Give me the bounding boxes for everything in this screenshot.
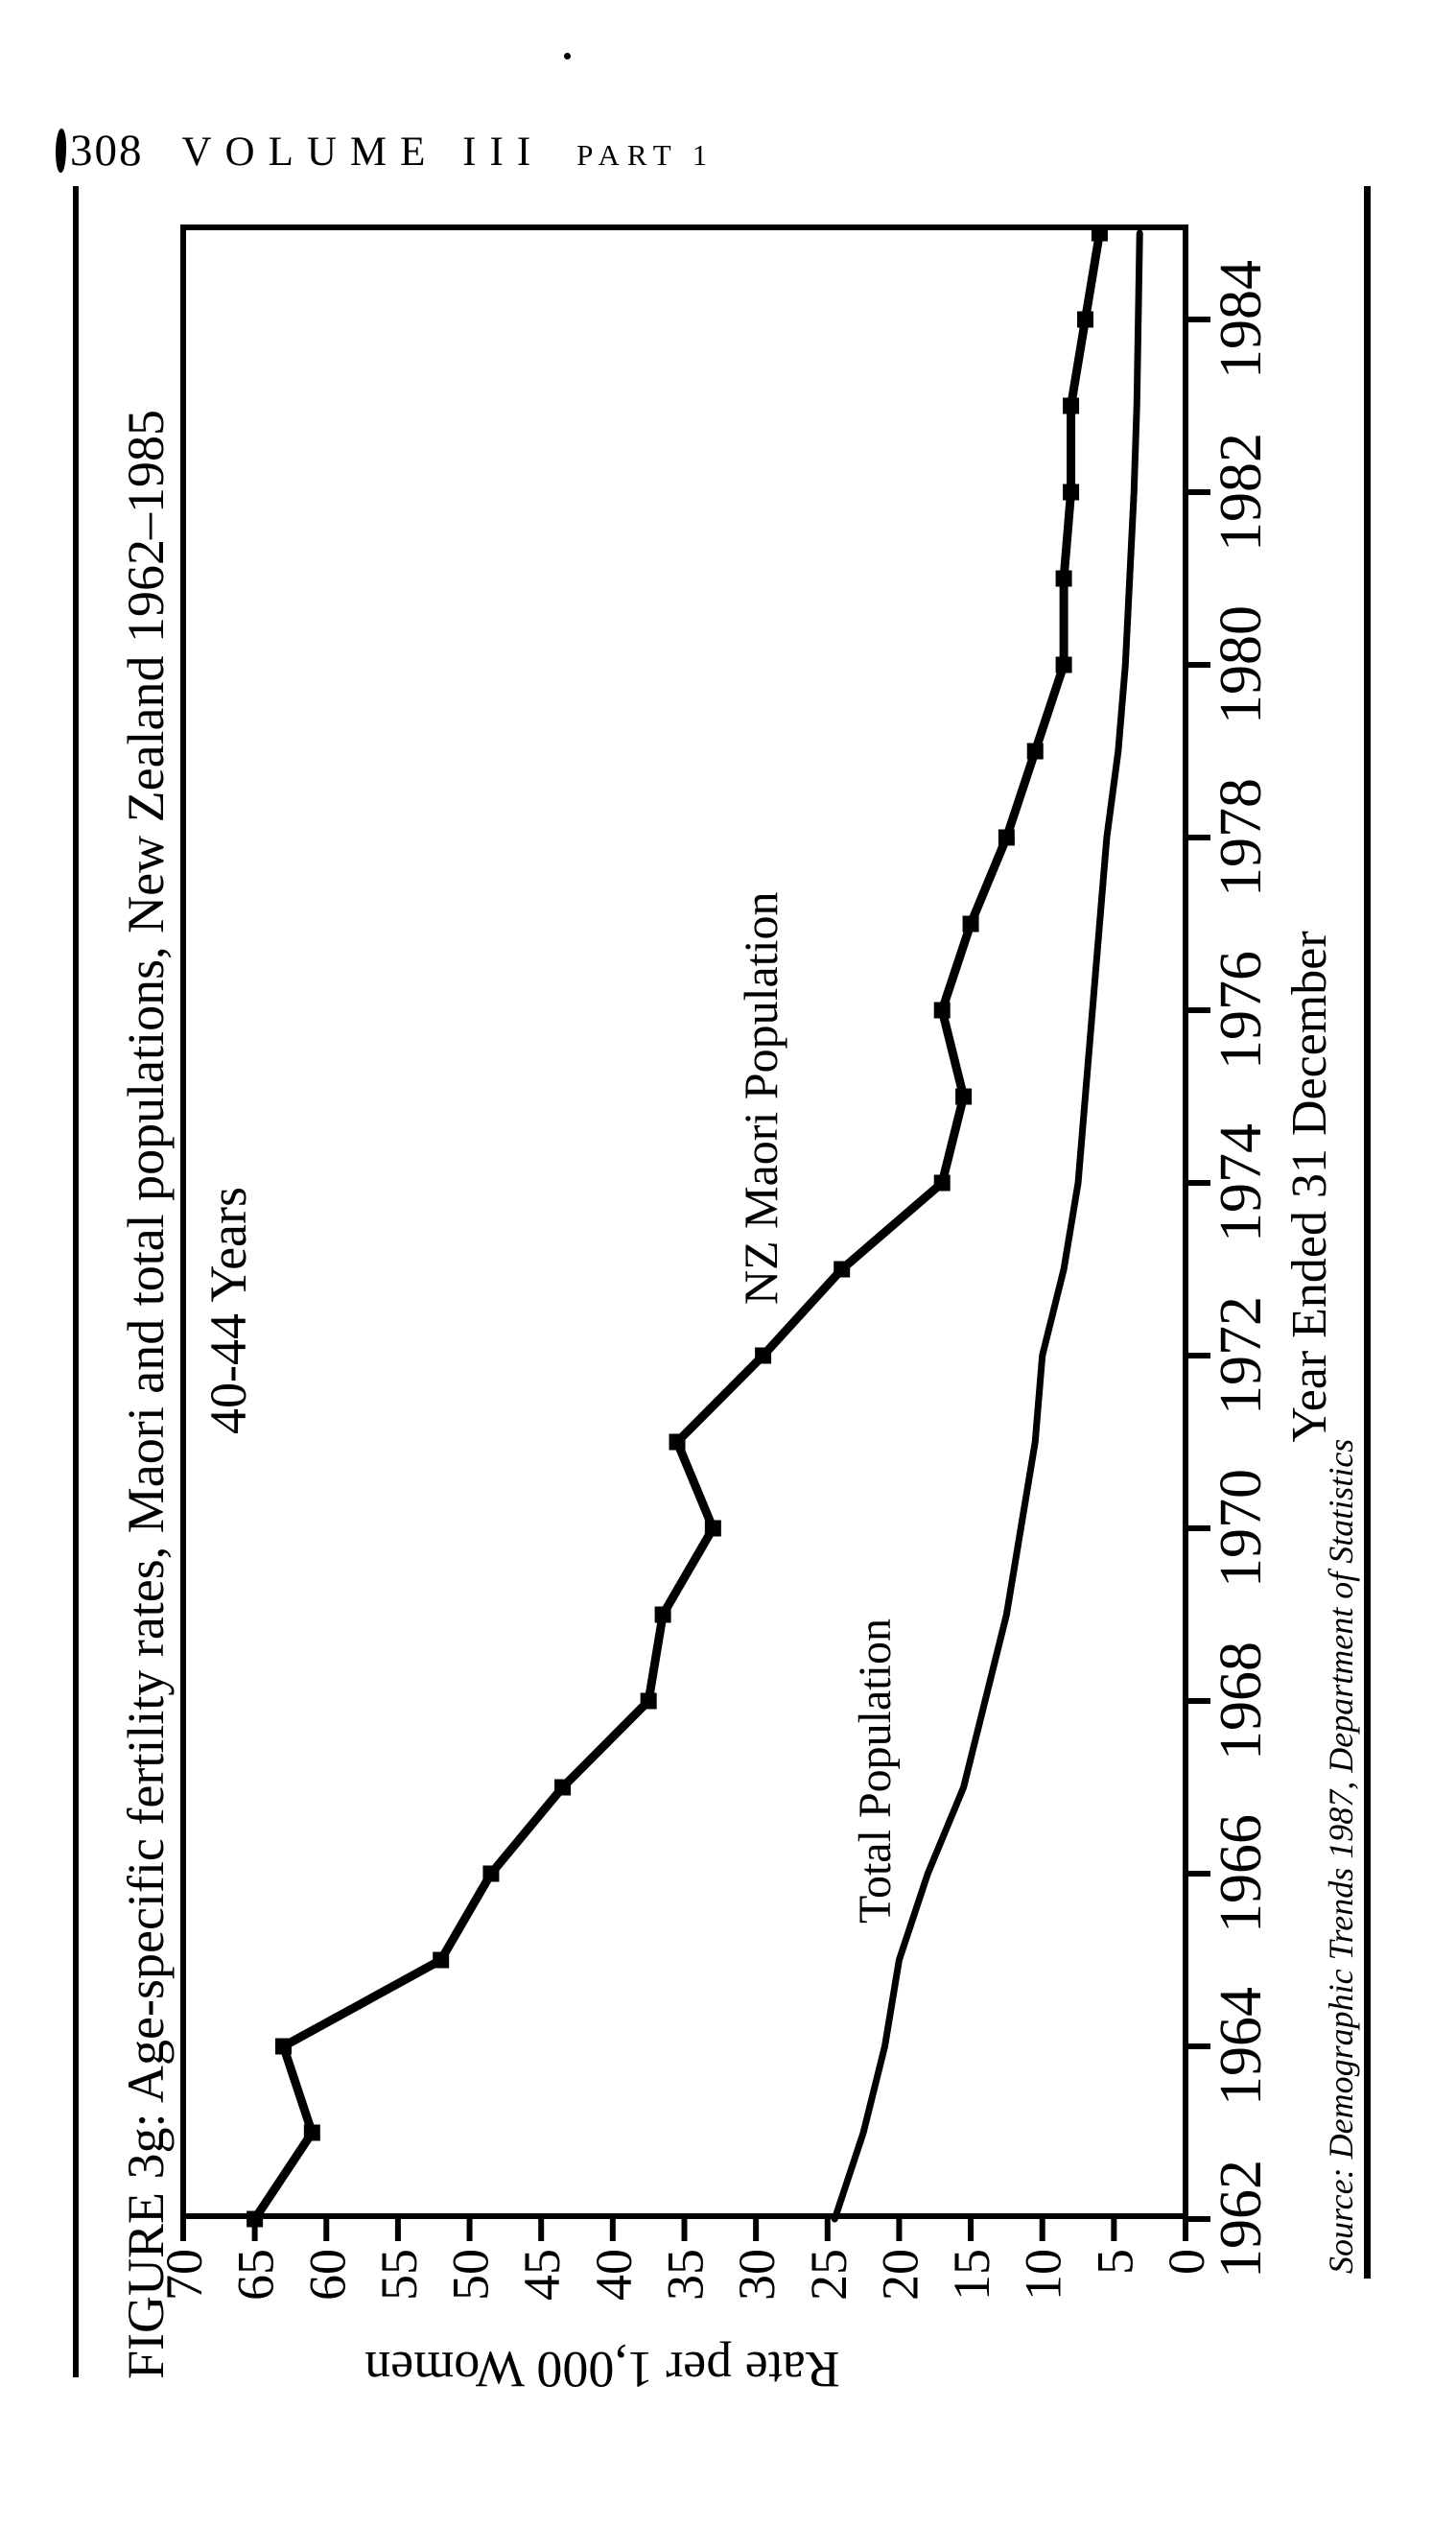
rate-tick-label: 5 [1086,2249,1143,2275]
print-speck [564,53,571,59]
series-marker [482,1865,500,1882]
series-marker [303,2124,320,2141]
rate-tick-label: 15 [943,2249,1000,2301]
series-marker [669,1433,686,1451]
rate-tick-label: 20 [871,2249,928,2301]
series-marker [933,1002,951,1019]
figure-caption: FIGURE 3g: Age-specific fertility rates,… [117,410,175,2379]
series-marker [1026,743,1044,760]
page-number: 308 [70,126,144,176]
y-axis-title: Rate per 1,000 Women [364,2341,840,2398]
x-axis-title: Year Ended 31 December [1282,931,1337,1442]
series-marker [955,1088,973,1105]
series-marker [1091,224,1108,242]
series-marker [640,1692,657,1710]
rate-tick-label: 35 [656,2249,714,2301]
year-tick-label: 1962 [1209,2160,1274,2279]
series-marker [933,1174,951,1192]
figure-top-rule [73,186,79,2377]
series-marker [1063,397,1080,414]
rate-tick-label: 10 [1015,2249,1072,2301]
age-group-annotation: 40-44 Years [200,1187,257,1434]
part-number: 1 [692,138,708,172]
plot-frame [180,224,1188,2219]
year-tick-label: 1976 [1209,951,1274,1070]
rate-tick-label: 40 [585,2249,643,2301]
figure-bottom-rule [1364,186,1371,2279]
series-marker [962,915,979,933]
series-marker [654,1606,671,1623]
series-line-0 [250,228,1104,2224]
ink-blot-icon [54,128,68,174]
year-tick-label: 1972 [1209,1296,1274,1415]
year-tick-label: 1970 [1209,1469,1274,1588]
total-series-label: Total Population [850,1618,901,1924]
rate-tick-label: 55 [370,2249,428,2301]
series-marker [1055,656,1072,673]
series-line-1 [831,229,1143,2223]
series-marker [247,2210,264,2228]
series-marker [704,1520,721,1537]
rate-tick-label: 0 [1158,2249,1215,2275]
rate-tick-label: 25 [800,2249,857,2301]
year-tick-label: 1964 [1209,1987,1274,2106]
series-marker [755,1347,772,1364]
rate-tick-label: 50 [442,2249,500,2301]
year-tick-label: 1968 [1209,1641,1274,1760]
figure-3g-rotated-block: FIGURE 3g: Age-specific fertility rates,… [58,182,1391,2437]
fertility-chart: FIGURE 3g: Age-specific fertility rates,… [73,186,1371,2398]
series-marker [1076,311,1093,328]
year-tick-label: 1978 [1209,778,1274,897]
part-label: PART [576,138,679,172]
series-marker [554,1779,572,1796]
figure-source: Source: Demographic Trends 1987, Departm… [1322,1439,1360,2274]
volume-title: VOLUME III [181,130,545,175]
rate-tick-label: 65 [227,2249,285,2301]
maori-series-label: NZ Maori Population [734,891,787,1305]
year-tick-label: 1980 [1209,605,1274,724]
series-marker [1055,570,1072,587]
series-marker [274,2038,292,2055]
year-tick-label: 1984 [1209,260,1274,379]
rate-tick-label: 45 [513,2249,571,2301]
rate-tick-label: 70 [155,2249,213,2301]
year-tick-label: 1966 [1209,1814,1274,1933]
rate-tick-label: 60 [298,2249,356,2301]
year-tick-label: 1974 [1209,1123,1274,1242]
series-marker [998,829,1015,846]
rate-tick-label: 30 [728,2249,786,2301]
page-header: 308 VOLUME III PART 1 [54,121,708,177]
series-marker [1063,484,1080,501]
series-marker [834,1261,851,1278]
year-tick-label: 1982 [1209,433,1274,552]
series-marker [433,1951,450,1969]
